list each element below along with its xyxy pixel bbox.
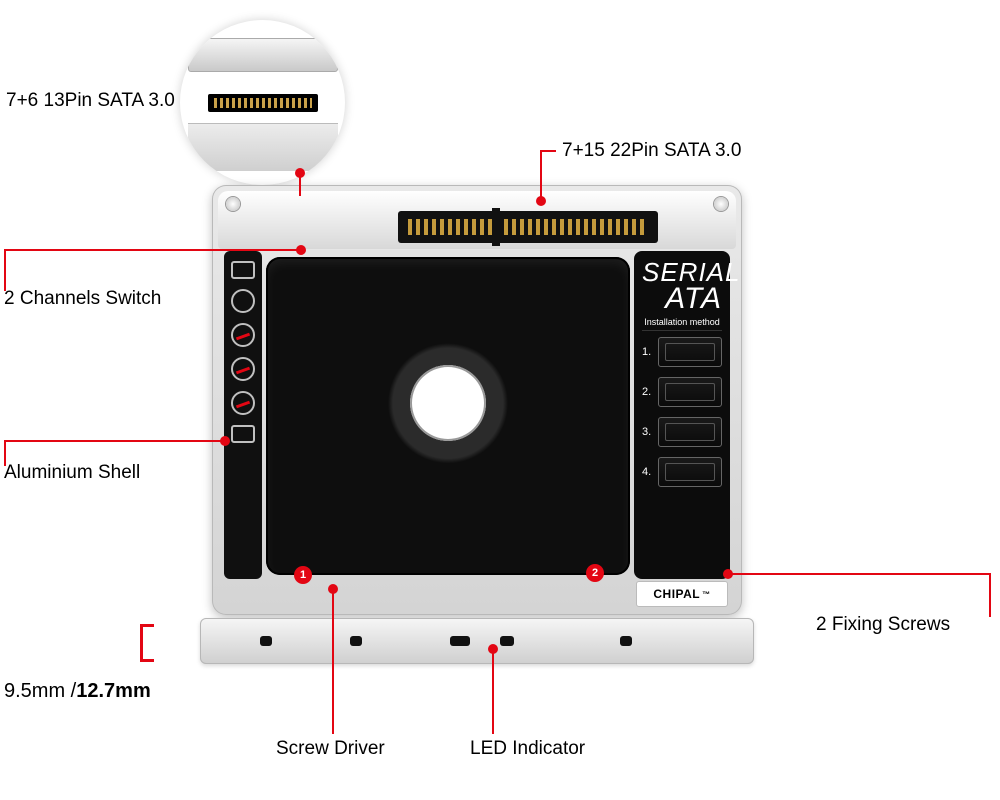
ata-text: ATA — [642, 285, 722, 314]
brand-label: CHIPAL™ — [636, 581, 728, 607]
fragile-icon — [231, 261, 255, 279]
step-2: 2. — [642, 377, 722, 407]
install-method-label: Installation method — [642, 317, 722, 331]
instruction-panel: SERIAL ATA Installation method 1. 2. 3. … — [634, 251, 730, 579]
line-sata22-h — [540, 150, 556, 152]
drive-center-hole — [410, 365, 486, 441]
thickness-bracket — [140, 624, 154, 662]
label-screws: 2 Fixing Screws — [816, 614, 950, 636]
line-sata22-v — [540, 150, 542, 200]
corner-screw-tl — [226, 197, 240, 211]
front-slot-2 — [350, 636, 362, 646]
label-shell: Aluminium Shell — [4, 462, 140, 484]
sata-22pin-port — [398, 211, 658, 243]
front-slot-5 — [620, 636, 632, 646]
brand-text: CHIPAL — [653, 587, 700, 601]
corner-screw-tr — [714, 197, 728, 211]
step-3-pic — [658, 417, 722, 447]
fixing-screw-badge-2: 2 — [586, 564, 604, 582]
line-sata13 — [299, 176, 301, 196]
step-3-num: 3. — [642, 426, 652, 438]
label-led: LED Indicator — [470, 738, 585, 760]
drive-bay — [266, 257, 630, 575]
line-screws-h — [731, 573, 991, 575]
step-4-num: 4. — [642, 466, 652, 478]
step-2-pic — [658, 377, 722, 407]
front-slot-3 — [450, 636, 470, 646]
step-3: 3. — [642, 417, 722, 447]
sata-key-notch — [492, 208, 500, 246]
fixing-screw-badge-1: 1 — [294, 566, 312, 584]
size-bold: 12.7mm — [76, 680, 151, 702]
size-thin: 9.5mm / — [4, 680, 76, 702]
step-4: 4. — [642, 457, 722, 487]
front-slot-1 — [260, 636, 272, 646]
step-4-pic — [658, 457, 722, 487]
label-channels: 2 Channels Switch — [4, 288, 161, 310]
label-screwdriver: Screw Driver — [276, 738, 385, 760]
step-1-pic — [658, 337, 722, 367]
inset-metal-bottom — [188, 123, 338, 171]
step-2-num: 2. — [642, 386, 652, 398]
label-size: 9.5mm /12.7mm — [4, 680, 151, 703]
label-sata22: 7+15 22Pin SATA 3.0 — [562, 140, 741, 162]
line-shell-h — [4, 440, 224, 442]
line-screwdriver — [332, 592, 334, 734]
sata13-closeup — [180, 20, 345, 185]
line-channels-v — [4, 249, 6, 291]
no-magnet-icon — [231, 391, 255, 415]
no-touch-icon — [231, 323, 255, 347]
line-screws-v — [989, 573, 991, 617]
inset-sata-pins — [208, 94, 318, 112]
line-led — [492, 652, 494, 734]
inset-metal-top — [188, 38, 338, 72]
install-steps: 1. 2. 3. 4. — [642, 337, 722, 487]
no-push-icon — [231, 357, 255, 381]
care-icon-1 — [231, 289, 255, 313]
warning-icon-strip — [224, 251, 262, 579]
label-sata13: 7+6 13Pin SATA 3.0 — [6, 90, 175, 112]
tm-mark: ™ — [702, 590, 711, 599]
step-1-num: 1. — [642, 346, 652, 358]
manual-icon — [231, 425, 255, 443]
front-slot-4 — [500, 636, 514, 646]
caddy-front-edge — [200, 618, 754, 664]
line-shell-v — [4, 440, 6, 466]
caddy-top-bar — [218, 191, 736, 249]
line-channels-h — [4, 249, 300, 251]
step-1: 1. — [642, 337, 722, 367]
